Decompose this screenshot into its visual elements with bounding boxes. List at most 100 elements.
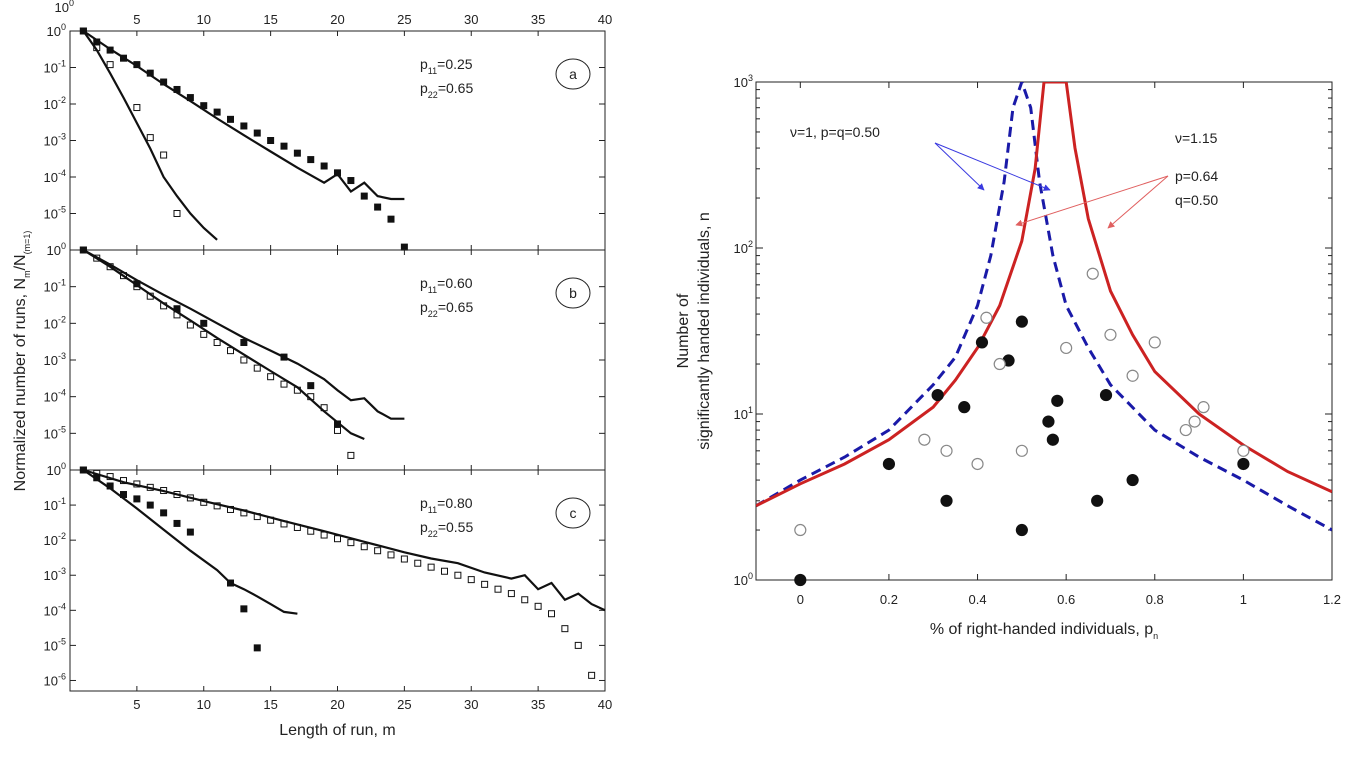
panel-a-filled-square <box>253 129 261 137</box>
filled-circle <box>1015 315 1028 328</box>
top-xtick-label: 15 <box>263 12 277 27</box>
panel-c-ytick-label: 100 <box>47 461 66 478</box>
panel-a-ytick-label: 10-5 <box>44 205 66 222</box>
panel-b-open-square <box>227 347 234 355</box>
open-circle <box>1086 267 1099 280</box>
panel-a-filled-square <box>307 156 315 164</box>
panel-c-filled-square <box>146 501 154 509</box>
top-xtick-label: 10 <box>197 12 211 27</box>
panel-a-model-line <box>82 30 405 201</box>
panel-b-filled-square <box>307 382 315 390</box>
right-frame <box>755 81 1333 581</box>
panel-b-open-square <box>186 321 194 329</box>
panel-a-filled-square <box>173 85 181 93</box>
panel-b-ytick-label: 10-2 <box>44 314 66 331</box>
filled-circle <box>1051 394 1064 407</box>
open-circle <box>971 457 984 471</box>
panel-c-ytick-label: 10-5 <box>44 636 66 653</box>
model-curve-red <box>756 82 1332 508</box>
xtick-label: 10 <box>197 697 211 712</box>
panel-a-open-square <box>106 61 114 69</box>
panel-a-filled-square <box>79 27 87 35</box>
top-corner-label: 100 <box>55 0 74 15</box>
panel-a-ytick-label: 100 <box>47 22 66 39</box>
panel-a-filled-square <box>146 69 154 77</box>
panel-c-open-square <box>561 625 569 633</box>
open-circle <box>940 444 953 457</box>
panel-b-filled-square <box>79 246 87 254</box>
filled-circle <box>1046 433 1059 446</box>
arrow-blue-right <box>934 142 1051 191</box>
panel-b-ytick-label: 10-1 <box>44 278 66 295</box>
panel-a: 100 10-1 10-2 10-3 10-4 10-5 p11=0.25 p22=0.65 a <box>44 22 606 251</box>
right-xtick-label: 1 <box>1240 592 1247 607</box>
filled-circle <box>1091 494 1104 507</box>
left-ylabel: Normalized number of runs, Nm/N(m=1) <box>12 231 32 492</box>
xtick-label: 35 <box>531 697 545 712</box>
left-figure: 100 10-1 10-2 10-3 10-4 10-5 p11=0.25 p22=0.65 a… <box>12 0 612 739</box>
right-xtick-label: 0 <box>797 592 804 607</box>
panel-a-filled-square <box>360 192 368 200</box>
panel-a-filled-square <box>387 215 395 223</box>
panel-b-ytick-label-text: 10-4 <box>44 388 66 405</box>
arrow-red-right <box>1107 175 1169 229</box>
filled-circle <box>1042 415 1055 428</box>
top-xtick-label: 20 <box>330 12 344 27</box>
panel-c-open-square <box>494 585 502 593</box>
panel-c-ytick-label: 10-1 <box>44 496 66 513</box>
panel-c-open-square <box>481 580 489 588</box>
panel-c-filled-square <box>133 495 141 503</box>
panel-b-open-square <box>253 364 261 372</box>
right-xtick-label: 0.4 <box>968 592 986 607</box>
panel-c-filled-square <box>186 528 194 536</box>
right-ylabel-line2: significantly handed individuals, n <box>696 212 713 449</box>
right-ytick-label: 101 <box>734 405 753 422</box>
panel-c-ytick-label: 10-3 <box>44 566 66 583</box>
open-circle <box>1104 328 1117 341</box>
panel-b: 100 10-1 10-2 10-3 10-4 10-5 p11=0.60 p22=0.65 b <box>44 241 606 471</box>
right-ytick-label-text: 103 <box>734 73 753 90</box>
panel-b-ytick-label-text: 100 <box>47 241 66 258</box>
panel-a-open-square <box>133 104 141 112</box>
panel-c-filled-square <box>240 605 248 613</box>
panel-a-filled-square <box>186 94 194 102</box>
annotation-blue: ν=1, p=q=0.50 <box>790 124 880 140</box>
panel-c-open-square <box>374 547 382 555</box>
arrow-blue-left <box>934 142 985 191</box>
right-xtick-label: 0.8 <box>1146 592 1164 607</box>
panel-c-ytick-label-text: 10-5 <box>44 636 66 653</box>
xtick-label: 5 <box>133 697 140 712</box>
panel-a-label: a <box>569 66 577 82</box>
panel-b-ytick-label: 10-4 <box>44 388 66 405</box>
panel-a-filled-square <box>200 102 208 110</box>
panel-c-filled-square <box>120 491 127 499</box>
panel-c-open-square <box>347 539 355 547</box>
panel-a-filled-square <box>374 203 382 211</box>
panel-b-open-square <box>240 356 248 364</box>
panel-a-open-square <box>146 134 154 142</box>
right-xtick-label: 0.2 <box>880 592 898 607</box>
panel-b-p22: p22=0.65 <box>420 299 473 319</box>
panel-c-open-square <box>387 551 395 559</box>
panel-c-ytick-label-text: 10-4 <box>44 601 66 618</box>
panel-a-filled-square <box>320 162 328 170</box>
filled-circle <box>931 388 944 402</box>
filled-circle <box>794 573 807 587</box>
panel-c-open-square <box>414 559 422 567</box>
panel-a-open-square <box>160 151 168 159</box>
top-corner-label-text: 100 <box>55 0 74 15</box>
panel-c-open-square <box>548 610 555 618</box>
panel-b-open-square <box>280 380 288 388</box>
panel-c-p11: p11=0.80 <box>420 495 473 515</box>
filled-circle <box>1237 457 1250 471</box>
panel-a-ytick-label-text: 10-2 <box>44 95 66 112</box>
left-xlabel: Length of run, m <box>279 722 396 739</box>
panel-c-open-square <box>334 535 341 543</box>
filled-circle <box>958 401 971 414</box>
xtick-label: 20 <box>330 697 344 712</box>
panel-c-open-square <box>588 671 596 679</box>
panel-a-filled-square <box>280 142 288 150</box>
panel-c-filled-square <box>93 474 101 482</box>
filled-circle <box>1015 523 1028 537</box>
